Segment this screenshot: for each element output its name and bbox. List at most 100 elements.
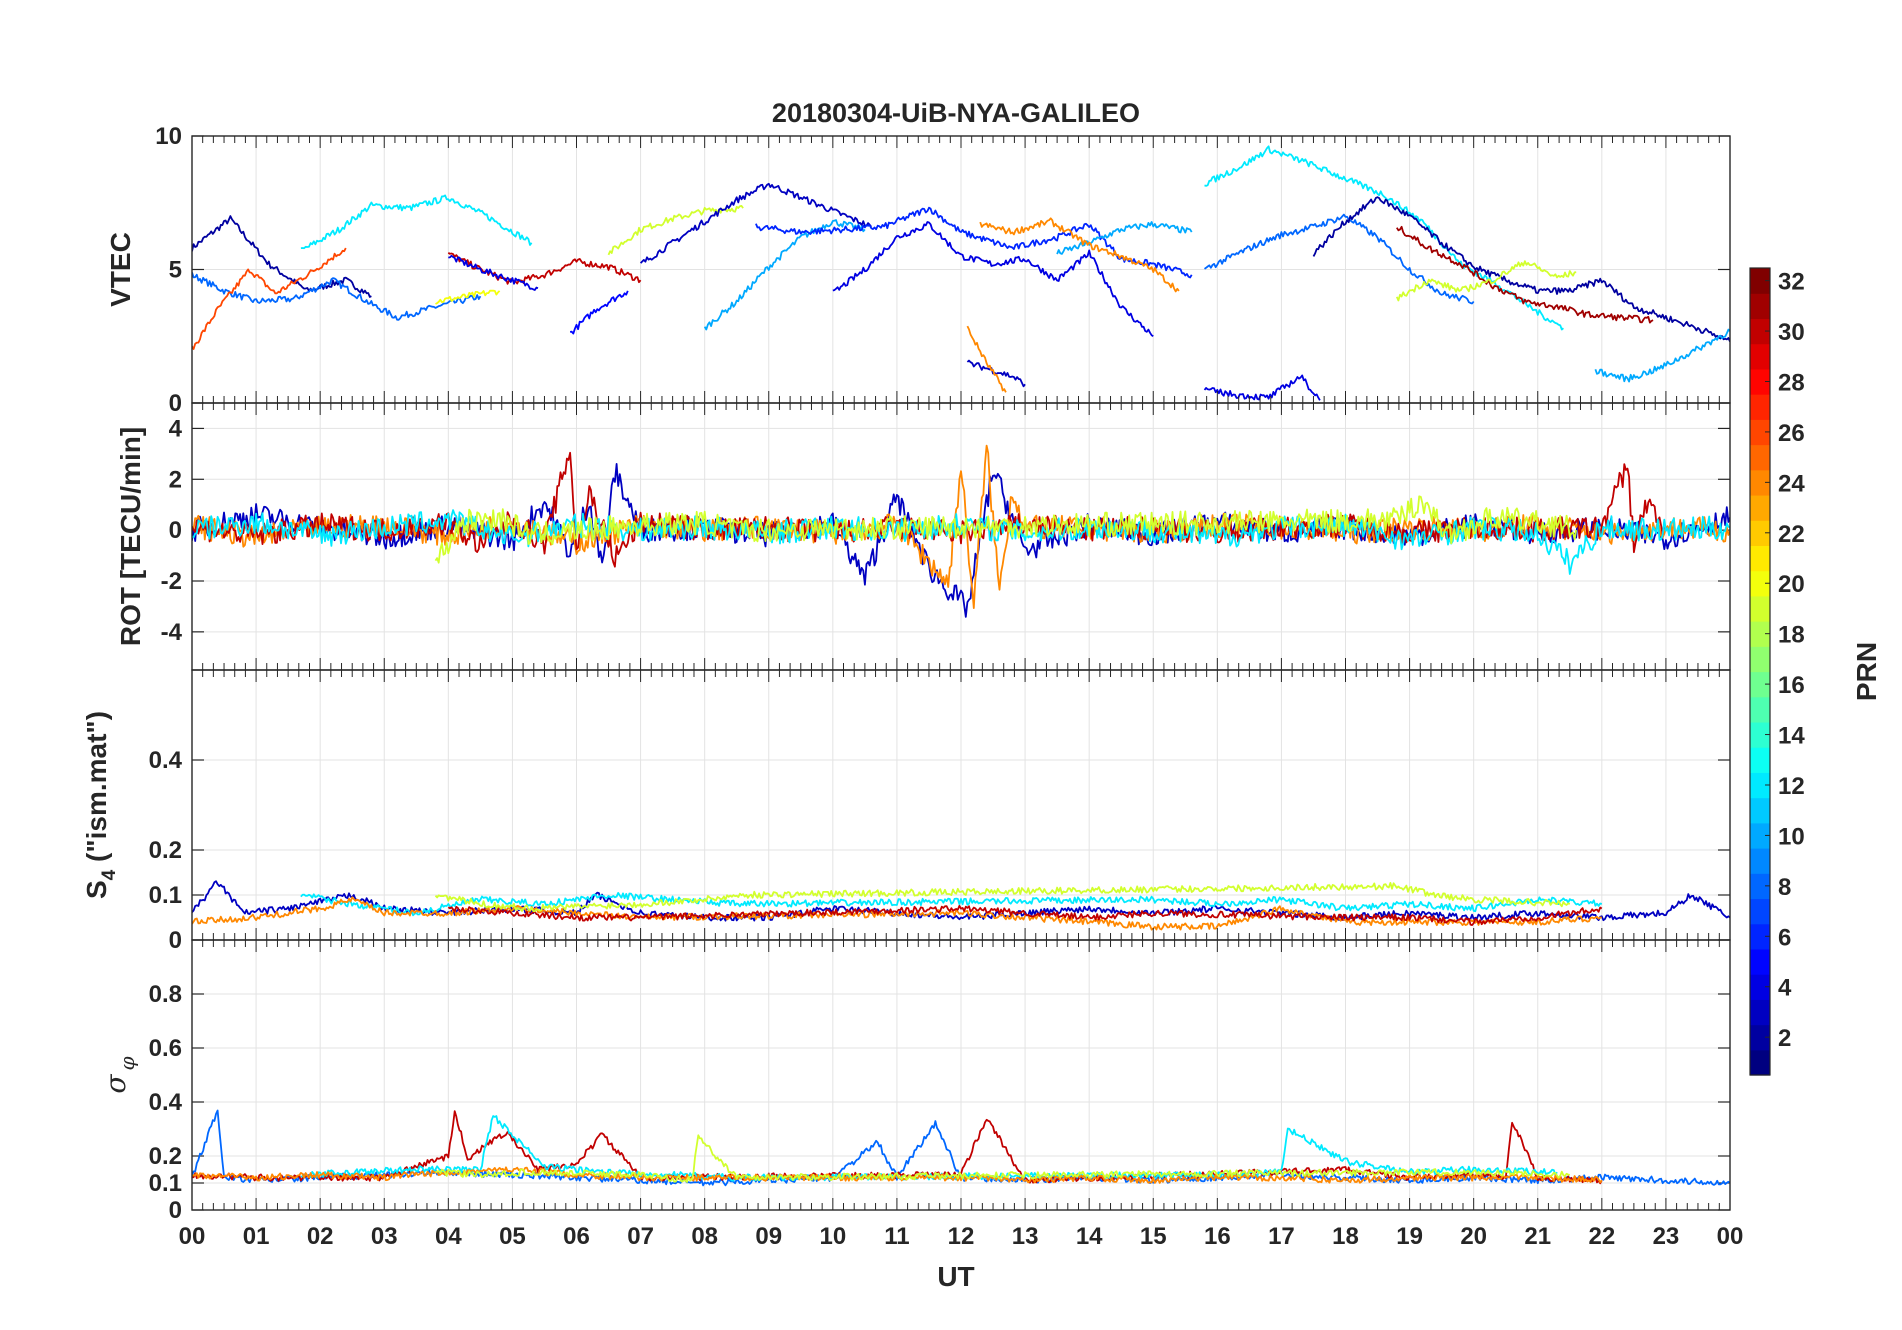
y-tick-label: 10	[155, 123, 182, 150]
series-prn-4	[832, 221, 1154, 338]
colorbar-swatch	[1750, 873, 1770, 900]
x-tick-label: 01	[243, 1223, 270, 1250]
x-tick-label: 21	[1524, 1223, 1551, 1250]
x-tick-label: 22	[1588, 1223, 1615, 1250]
series-prn-10	[1594, 328, 1730, 383]
traces-rot	[192, 444, 1730, 618]
colorbar-tick-label: 30	[1778, 319, 1805, 346]
x-tick-label: 16	[1204, 1223, 1231, 1250]
y-tick-label: 0	[169, 390, 182, 417]
colorbar-swatch	[1750, 570, 1770, 597]
x-tick-label: 05	[499, 1223, 526, 1250]
colorbar-tick-label: 28	[1778, 369, 1805, 396]
x-tick-label: 07	[627, 1223, 654, 1250]
colorbar-swatch	[1750, 646, 1770, 673]
y-tick-label: 0.2	[149, 837, 182, 864]
panel-vtec: 0 5 10 VTEC	[105, 123, 1731, 417]
colorbar-swatch	[1750, 1049, 1770, 1076]
colorbar-swatch	[1750, 268, 1770, 294]
colorbar-swatch	[1750, 948, 1770, 975]
colorbar-swatch	[1750, 419, 1770, 446]
x-tick-label: 00	[179, 1223, 206, 1250]
x-tick-label: 00	[1717, 1223, 1744, 1250]
y-tick-label: 0.1	[149, 1170, 182, 1197]
y-tick-label: 0.4	[149, 1089, 183, 1116]
colorbar-swatch	[1750, 293, 1770, 320]
y-tick-label: 0.2	[149, 1143, 182, 1170]
y-tick-label: 2	[169, 466, 182, 493]
x-tick-label: 10	[819, 1223, 846, 1250]
traces-sigma_phi	[192, 1109, 1730, 1187]
series-prn-19	[434, 882, 1571, 913]
colorbar-swatch	[1750, 368, 1770, 395]
colorbar-tick-label: 16	[1778, 672, 1805, 699]
colorbar-swatch	[1750, 444, 1770, 471]
colorbar-swatch	[1750, 469, 1770, 496]
y-tick-label: 5	[169, 257, 182, 284]
panel-frame	[191, 939, 1731, 1211]
colorbar-swatch	[1750, 1024, 1770, 1051]
y-tick-label: 4	[169, 415, 183, 442]
x-tick-label: 23	[1653, 1223, 1680, 1250]
colorbar-swatch	[1750, 999, 1770, 1026]
colorbar-tick-label: 22	[1778, 521, 1805, 548]
x-tick-label: 11	[884, 1223, 909, 1250]
series-prn-4	[1203, 374, 1321, 401]
y-tick-label: 0	[169, 1197, 182, 1224]
colorbar-swatch	[1750, 797, 1770, 824]
series-prn-3	[192, 880, 1730, 922]
series-prn-3	[639, 182, 873, 264]
y-tick-label: 0.1	[149, 882, 182, 909]
series-prn-12	[300, 194, 533, 250]
x-tick-label: 06	[563, 1223, 590, 1250]
x-tick-label: 13	[1012, 1223, 1039, 1250]
colorbar-swatch	[1750, 494, 1770, 521]
colorbar-swatch	[1750, 848, 1770, 874]
colorbar-tick-label: 8	[1778, 874, 1791, 901]
colorbar-tick-label: 10	[1778, 823, 1805, 850]
series-prn-8	[192, 272, 482, 321]
x-tick-label: 14	[1076, 1223, 1103, 1250]
series-prn-2	[192, 215, 372, 298]
x-tick-label: 19	[1396, 1223, 1423, 1250]
x-tick-label: 15	[1140, 1223, 1167, 1250]
traces-s4	[192, 880, 1730, 931]
colorbar-swatch	[1750, 595, 1770, 622]
colorbar-frame	[1749, 267, 1771, 1076]
x-tick-label: 12	[948, 1223, 975, 1250]
y-tick-label: 0	[169, 517, 182, 544]
chart-title: 20180304-UiB-NYA-GALILEO	[772, 98, 1140, 128]
y-axis-label: σφ	[99, 1056, 139, 1093]
colorbar-swatch	[1750, 545, 1770, 572]
colorbar-tick-label: 12	[1778, 773, 1805, 800]
traces-vtec	[192, 145, 1730, 401]
colorbar-swatch	[1750, 520, 1770, 547]
x-tick-label: 09	[755, 1223, 782, 1250]
y-tick-label: 0.4	[149, 747, 183, 774]
series-prn-20	[435, 289, 501, 305]
series-prn-12	[300, 1115, 1558, 1182]
colorbar-swatch	[1750, 747, 1770, 773]
x-axis: 00 01 02 03 04 05 06 07 08 09 10 11 12 13 14 15 16 17 18 19…	[179, 1223, 1744, 1250]
colorbar-tick-label: 26	[1778, 420, 1805, 447]
series-prn-5	[569, 290, 629, 335]
colorbar-swatch	[1750, 923, 1770, 950]
series-prn-12	[300, 892, 1603, 917]
series-prn-2	[1312, 196, 1730, 342]
y-axis-label: S4 ("ism.mat")	[81, 711, 120, 899]
colorbar-label: PRN	[1851, 642, 1882, 701]
colorbar-tick-label: 24	[1778, 470, 1805, 497]
series-prn-31	[1396, 225, 1654, 324]
x-tick-label: 08	[691, 1223, 718, 1250]
colorbar-swatch	[1750, 621, 1770, 647]
x-tick-label: 20	[1460, 1223, 1487, 1250]
y-tick-label: -2	[161, 568, 182, 595]
y-axis-label: ROT [TECU/min]	[115, 427, 146, 646]
series-prn-30	[447, 904, 1603, 926]
y-tick-label: 0.8	[149, 981, 182, 1008]
x-tick-label: 17	[1268, 1223, 1295, 1250]
